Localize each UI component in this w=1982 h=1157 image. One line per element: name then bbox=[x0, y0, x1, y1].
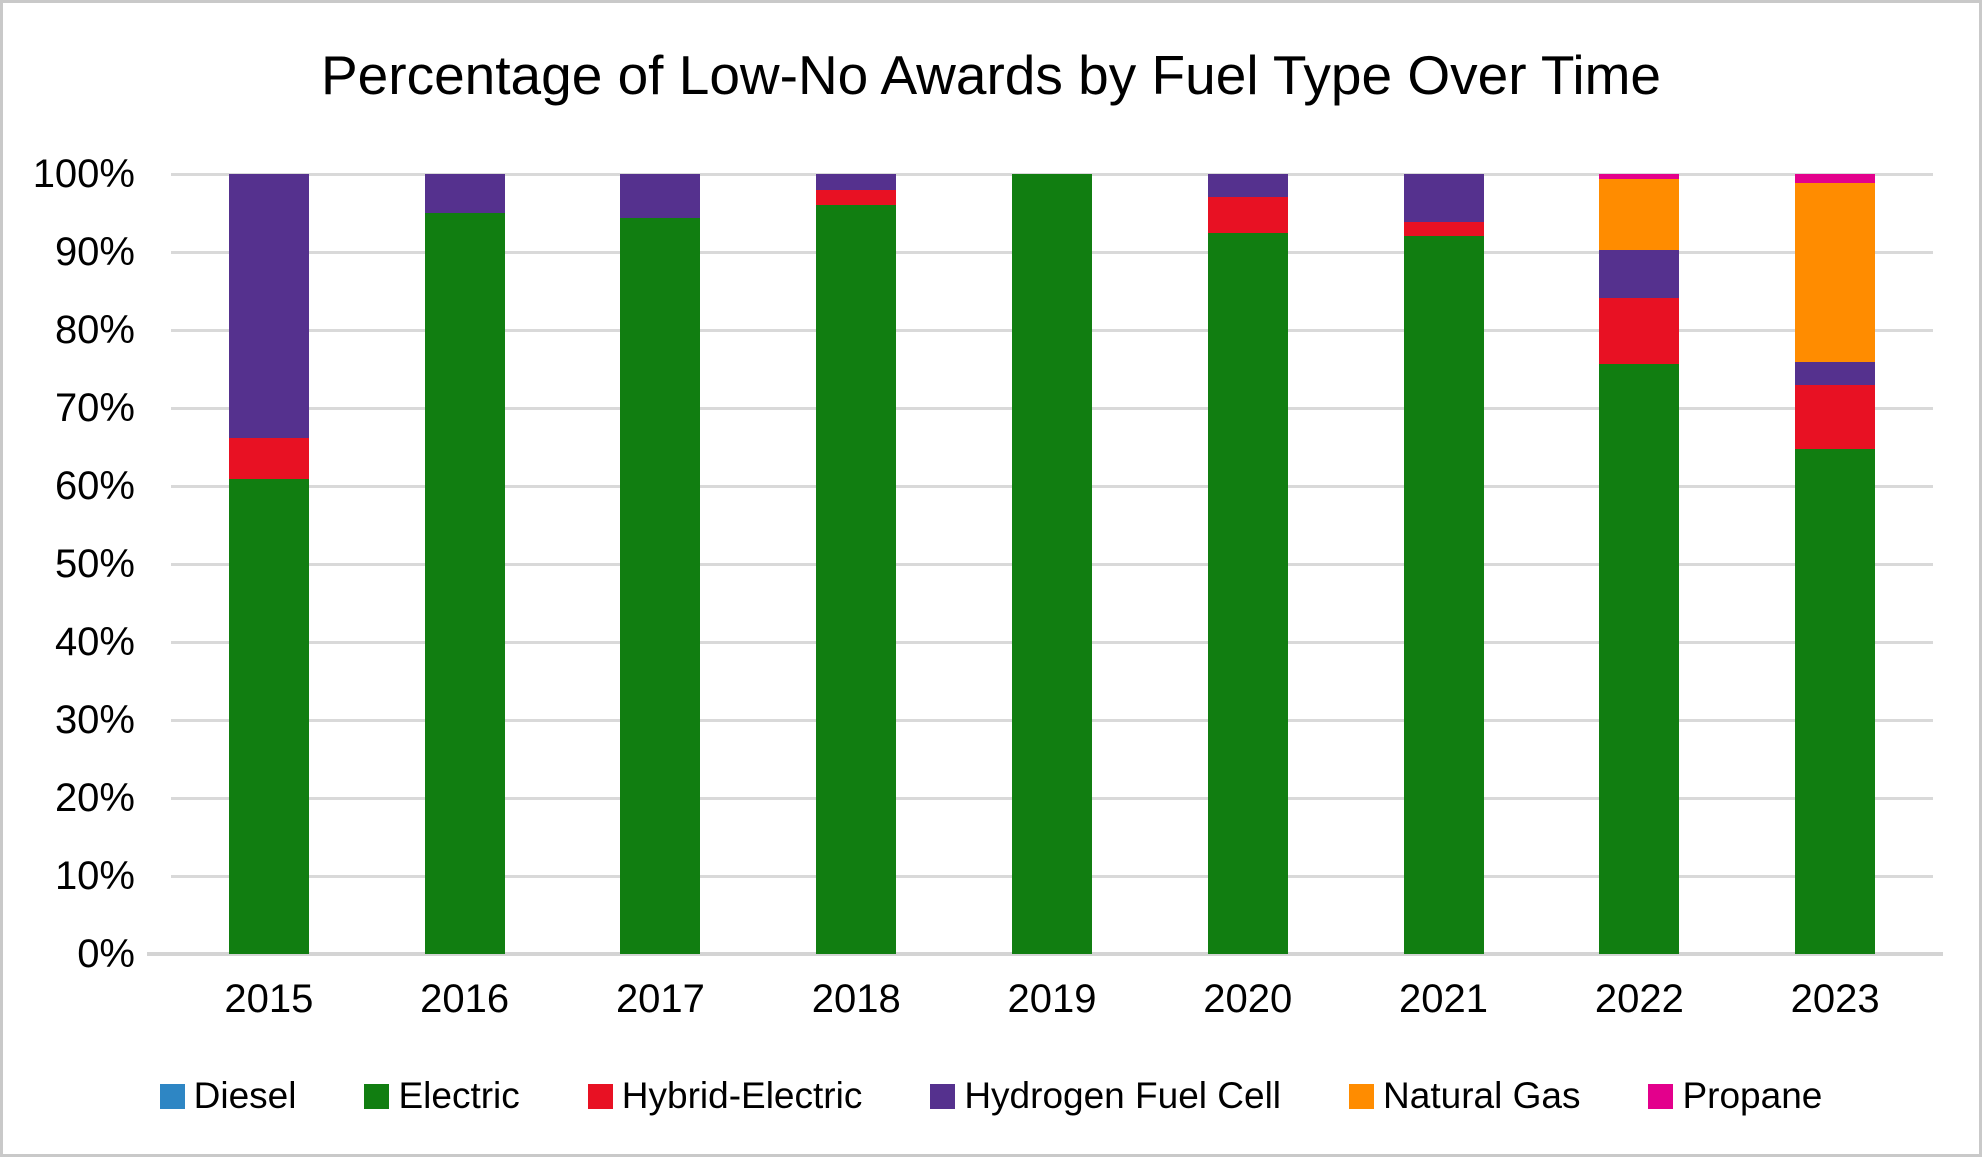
bar-segment-2016-hydrogen-fuel-cell bbox=[424, 174, 505, 213]
x-tick-label-2016: 2016 bbox=[420, 977, 510, 1021]
bar-segment-2019-electric bbox=[1012, 174, 1092, 954]
legend-swatch-electric bbox=[364, 1083, 390, 1109]
bar-2017 bbox=[620, 174, 701, 954]
y-tick-label-100: 100% bbox=[32, 152, 135, 196]
legend-swatch-natural-gas bbox=[1349, 1083, 1375, 1109]
bar-segment-2016-electric bbox=[424, 213, 505, 954]
y-tick-label-30: 30% bbox=[54, 698, 135, 742]
bar-2016 bbox=[424, 174, 505, 954]
bar-segment-2022-natural-gas bbox=[1599, 178, 1680, 251]
bar-segment-2018-hydrogen-fuel-cell bbox=[816, 174, 897, 191]
bar-2019 bbox=[1012, 174, 1092, 954]
bar-segment-2021-electric bbox=[1403, 235, 1484, 954]
legend-item-diesel: Diesel bbox=[159, 1075, 297, 1117]
x-tick-label-2023: 2023 bbox=[1790, 977, 1880, 1021]
x-tick-label-2015: 2015 bbox=[224, 977, 314, 1021]
legend-label-hybrid-electric: Hybrid-Electric bbox=[621, 1075, 863, 1116]
bar-segment-2017-hydrogen-fuel-cell bbox=[620, 174, 701, 219]
x-tick-label-2021: 2021 bbox=[1399, 977, 1489, 1021]
bar-segment-2021-hydrogen-fuel-cell bbox=[1403, 174, 1484, 222]
legend-swatch-propane bbox=[1648, 1083, 1674, 1109]
y-tick-label-50: 50% bbox=[54, 542, 135, 586]
legend-item-electric: Electric bbox=[364, 1075, 520, 1117]
legend-item-hybrid-electric: Hybrid-Electric bbox=[587, 1075, 863, 1117]
x-tick-label-2018: 2018 bbox=[811, 977, 901, 1021]
bar-segment-2022-electric bbox=[1599, 364, 1680, 954]
bar-segment-2023-electric bbox=[1795, 449, 1876, 954]
legend-label-propane: Propane bbox=[1682, 1075, 1823, 1116]
legend-swatch-hybrid-electric bbox=[587, 1083, 613, 1109]
bar-2021 bbox=[1403, 174, 1484, 954]
bar-segment-2023-natural-gas bbox=[1795, 183, 1876, 362]
legend-label-diesel: Diesel bbox=[193, 1075, 297, 1116]
legend: Diesel Electric Hybrid-Electric Hydrogen Fu… bbox=[3, 1071, 1979, 1121]
bar-segment-2023-propane bbox=[1795, 174, 1876, 184]
y-tick-label-60: 60% bbox=[54, 464, 135, 508]
x-tick-label-2022: 2022 bbox=[1594, 977, 1684, 1021]
y-tick-label-40: 40% bbox=[54, 620, 135, 664]
bar-segment-2021-hybrid-electric bbox=[1403, 221, 1484, 236]
bar-segment-2022-propane bbox=[1599, 174, 1680, 179]
bar-segment-2018-hybrid-electric bbox=[816, 190, 897, 206]
bar-segment-2022-hybrid-electric bbox=[1599, 298, 1680, 365]
bar-segment-2018-electric bbox=[816, 205, 897, 954]
bar-segment-2020-hydrogen-fuel-cell bbox=[1207, 174, 1288, 197]
x-tick-label-2017: 2017 bbox=[615, 977, 705, 1021]
y-tick-label-0: 0% bbox=[77, 932, 135, 976]
y-tick-label-20: 20% bbox=[54, 776, 135, 820]
x-axis-line bbox=[147, 952, 1943, 956]
legend-swatch-hydrogen-fuel-cell bbox=[930, 1083, 956, 1109]
y-tick-label-90: 90% bbox=[54, 230, 135, 274]
bar-2023 bbox=[1795, 174, 1876, 954]
bar-2020 bbox=[1207, 174, 1288, 954]
bar-segment-2023-hybrid-electric bbox=[1795, 384, 1876, 450]
bar-segment-2020-hybrid-electric bbox=[1207, 196, 1288, 233]
legend-label-natural-gas: Natural Gas bbox=[1383, 1075, 1581, 1116]
chart-title: Percentage of Low-No Awards by Fuel Type… bbox=[320, 44, 1661, 106]
bar-segment-2020-electric bbox=[1207, 232, 1288, 954]
y-tick-label-70: 70% bbox=[54, 386, 135, 430]
legend-item-hydrogen-fuel-cell: Hydrogen Fuel Cell bbox=[930, 1075, 1281, 1117]
bar-segment-2015-electric bbox=[228, 478, 309, 954]
bar-segment-2023-hydrogen-fuel-cell bbox=[1795, 362, 1876, 385]
bar-2015 bbox=[228, 174, 309, 954]
legend-label-hydrogen-fuel-cell: Hydrogen Fuel Cell bbox=[964, 1075, 1282, 1116]
bar-segment-2022-hydrogen-fuel-cell bbox=[1599, 250, 1680, 299]
bar-segment-2015-hybrid-electric bbox=[228, 437, 309, 479]
plot-area: 0% 10% 20% 30% 40% 50% 60% 70% 80% 90% 100% 2015 201… bbox=[3, 3, 1979, 1154]
legend-swatch-diesel bbox=[159, 1083, 185, 1109]
y-tick-label-80: 80% bbox=[54, 308, 135, 352]
y-tick-label-10: 10% bbox=[54, 854, 135, 898]
bar-2022 bbox=[1599, 174, 1680, 954]
legend-item-propane: Propane bbox=[1648, 1075, 1822, 1117]
bar-2018 bbox=[816, 174, 897, 954]
x-tick-label-2020: 2020 bbox=[1203, 977, 1293, 1021]
legend-item-natural-gas: Natural Gas bbox=[1349, 1075, 1580, 1117]
bar-segment-2017-electric bbox=[620, 218, 701, 954]
bar-segment-2015-hydrogen-fuel-cell bbox=[228, 174, 309, 438]
legend-label-electric: Electric bbox=[398, 1075, 520, 1116]
x-tick-label-2019: 2019 bbox=[1007, 977, 1097, 1021]
